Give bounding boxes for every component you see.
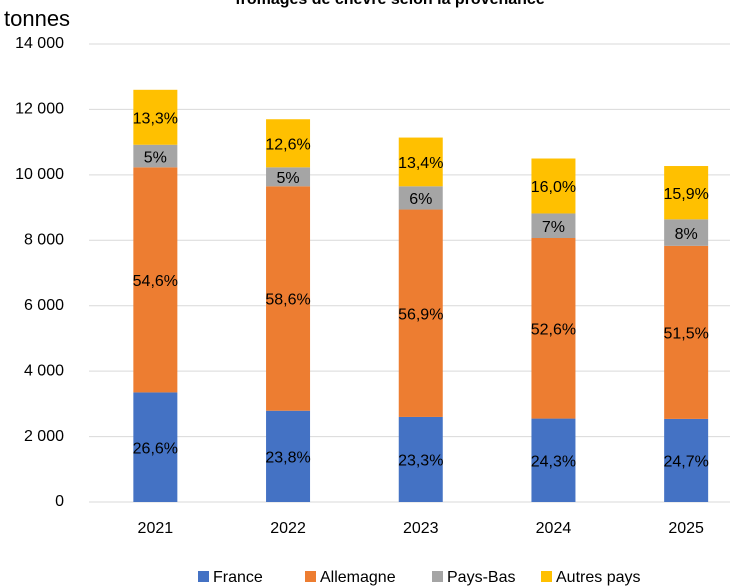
y-tick-label: 2 000: [24, 428, 64, 445]
bar-segment: [133, 392, 178, 502]
y-tick-label: 14 000: [15, 35, 64, 52]
data-label: 24,3%: [531, 454, 576, 471]
data-label: 15,9%: [663, 186, 708, 203]
bar-segment: [664, 245, 709, 419]
data-label: 23,3%: [398, 453, 443, 470]
bar-segment: [531, 158, 576, 214]
data-label: 16,0%: [531, 179, 576, 196]
legend-swatch: [305, 571, 316, 582]
x-tick-label: 2024: [536, 520, 572, 537]
data-label: 24,7%: [663, 454, 708, 471]
bar-segment: [266, 167, 311, 187]
bar-segment: [266, 119, 311, 168]
y-axis-label: tonnes: [4, 6, 70, 31]
bar-segment: [133, 167, 178, 393]
data-label: 13,4%: [398, 155, 443, 172]
bar-segment: [266, 186, 311, 411]
data-label: 5%: [276, 170, 299, 187]
bar-segment: [133, 144, 178, 168]
data-label: 12,6%: [265, 137, 310, 154]
y-tick-label: 10 000: [15, 166, 64, 183]
legend-swatch: [198, 571, 209, 582]
legend-label: France: [213, 569, 263, 586]
x-tick-label: 2025: [668, 520, 704, 537]
data-label: 56,9%: [398, 306, 443, 323]
data-label: 7%: [542, 219, 565, 236]
x-tick-label: 2023: [403, 520, 439, 537]
y-tick-label: 4 000: [24, 362, 64, 379]
legend-label: Allemagne: [320, 569, 396, 586]
data-label: 52,6%: [531, 322, 576, 339]
bar-segment: [531, 213, 576, 238]
data-label: 13,3%: [133, 110, 178, 127]
data-label: 23,8%: [265, 450, 310, 467]
x-tick-label: 2022: [270, 520, 306, 537]
bar-segment: [664, 166, 709, 220]
data-label: 8%: [675, 226, 698, 243]
data-label: 54,6%: [133, 273, 178, 290]
legend-label: Pays-Bas: [447, 569, 515, 586]
bar-segment: [398, 186, 443, 210]
bar-segment: [531, 237, 576, 419]
y-tick-label: 8 000: [24, 232, 64, 249]
bar-segment: [398, 209, 443, 417]
bar-segment: [398, 416, 443, 502]
bar-segment: [664, 219, 709, 246]
y-tick-label: 12 000: [15, 101, 64, 118]
bar-segment: [398, 137, 443, 187]
x-tick-label: 2021: [138, 520, 174, 537]
legend-swatch: [541, 571, 552, 582]
bar-segment: [133, 89, 178, 145]
chart-title: fromages de chèvre selon la provenance: [235, 0, 545, 8]
bar-segment: [531, 418, 576, 502]
legend-swatch: [432, 571, 443, 582]
data-label: 51,5%: [663, 326, 708, 343]
data-label: 58,6%: [265, 292, 310, 309]
bar-segment: [266, 410, 311, 502]
y-tick-label: 0: [55, 493, 64, 510]
data-label: 26,6%: [133, 440, 178, 457]
data-label: 6%: [409, 191, 432, 208]
legend-label: Autres pays: [556, 569, 640, 586]
data-label: 5%: [144, 149, 167, 166]
bar-segment: [664, 418, 709, 502]
y-tick-label: 6 000: [24, 297, 64, 314]
